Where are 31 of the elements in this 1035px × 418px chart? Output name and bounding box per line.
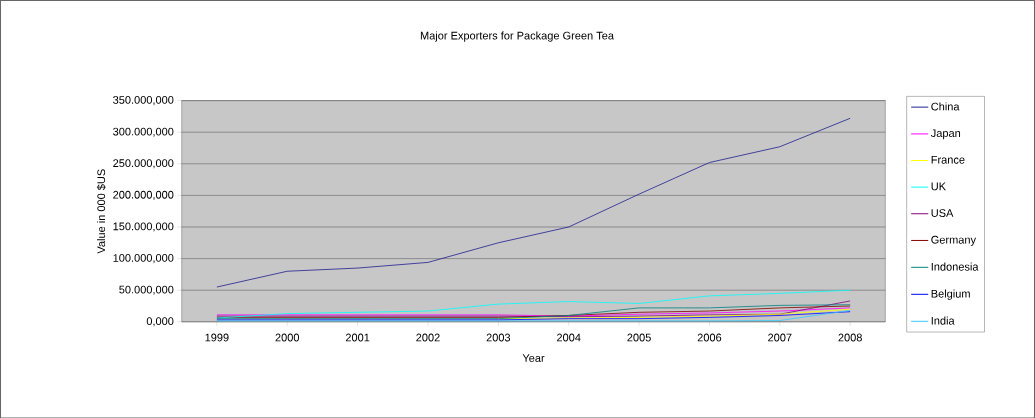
- x-tick-label: 2008: [838, 333, 862, 342]
- legend-label: India: [931, 316, 955, 325]
- y-tick-label: 250.000,000: [113, 159, 174, 169]
- x-tick-label: 2000: [275, 333, 300, 342]
- legend-label: France: [931, 155, 965, 164]
- legend-label: Japan: [930, 129, 961, 140]
- y-tick-label: 150.000,000: [113, 222, 174, 232]
- legend-label: USA: [931, 208, 954, 217]
- x-tick-label: 2002: [416, 333, 440, 342]
- line-series: [216, 117, 851, 288]
- y-tick-label: 100.000,000: [113, 253, 174, 263]
- y-tick-label: 200.000,000: [113, 190, 174, 200]
- y-tick-label: 300.000,000: [113, 127, 174, 137]
- x-axis-title: Year: [522, 354, 545, 362]
- y-axis-title: Value in 000 $US: [96, 169, 106, 254]
- x-tick-label: 2003: [486, 333, 511, 342]
- x-tick-label: 2006: [697, 333, 722, 342]
- legend-label: Indonesia: [931, 262, 979, 271]
- legend-label: Belgium: [931, 289, 970, 300]
- y-tick-label: 0,000: [146, 317, 174, 327]
- y-tick-label: 350.000,000: [113, 95, 174, 105]
- x-tick-label: 2004: [557, 333, 581, 342]
- x-tick-label: 2005: [627, 333, 651, 342]
- x-tick-label: 1999: [205, 333, 229, 342]
- chart-title: Major Exporters for Package Green Tea: [420, 31, 614, 42]
- legend-label: Germany: [931, 235, 977, 246]
- legend-label: China: [931, 102, 960, 111]
- x-tick-label: 2001: [345, 333, 370, 342]
- y-tick-label: 50.000,000: [119, 285, 174, 295]
- legend-label: UK: [931, 182, 946, 191]
- x-tick-label: 2007: [768, 333, 792, 342]
